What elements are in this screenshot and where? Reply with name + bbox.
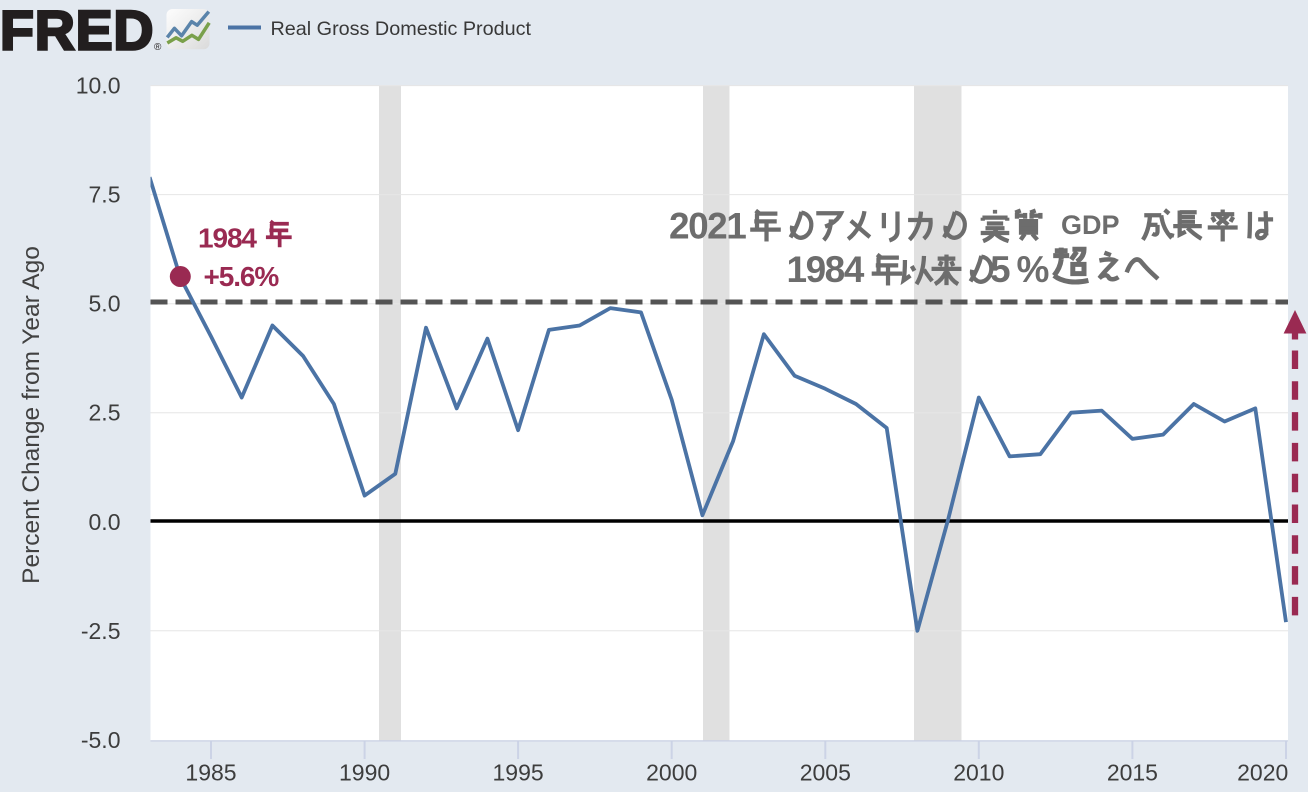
svg-text:7.5: 7.5 <box>89 182 121 208</box>
svg-text:1984: 1984 <box>198 223 257 254</box>
svg-text:®: ® <box>154 42 162 53</box>
svg-text:1990: 1990 <box>339 760 390 786</box>
svg-text:1984: 1984 <box>787 249 865 290</box>
svg-text:FRED: FRED <box>0 0 154 61</box>
svg-text:-5.0: -5.0 <box>81 727 121 753</box>
svg-text:2.5: 2.5 <box>89 400 121 426</box>
svg-text:+5.6%: +5.6% <box>204 261 280 292</box>
svg-text:10.0: 10.0 <box>76 73 121 99</box>
svg-text:%: % <box>1017 249 1050 290</box>
svg-text:2021: 2021 <box>669 206 746 247</box>
svg-text:1985: 1985 <box>185 760 236 786</box>
svg-text:1995: 1995 <box>493 760 544 786</box>
svg-text:2015: 2015 <box>1107 760 1158 786</box>
svg-text:Real Gross Domestic Product: Real Gross Domestic Product <box>271 18 532 40</box>
svg-text:0.0: 0.0 <box>89 509 121 535</box>
svg-text:2000: 2000 <box>646 760 697 786</box>
svg-text:2020: 2020 <box>1237 760 1288 786</box>
svg-text:Percent Change from Year Ago: Percent Change from Year Ago <box>18 246 45 584</box>
svg-text:2010: 2010 <box>953 760 1004 786</box>
svg-text:5: 5 <box>990 249 1011 290</box>
svg-text:GDP: GDP <box>1061 210 1120 240</box>
svg-text:-2.5: -2.5 <box>81 618 121 644</box>
svg-text:5.0: 5.0 <box>89 291 121 317</box>
svg-text:2005: 2005 <box>800 760 851 786</box>
